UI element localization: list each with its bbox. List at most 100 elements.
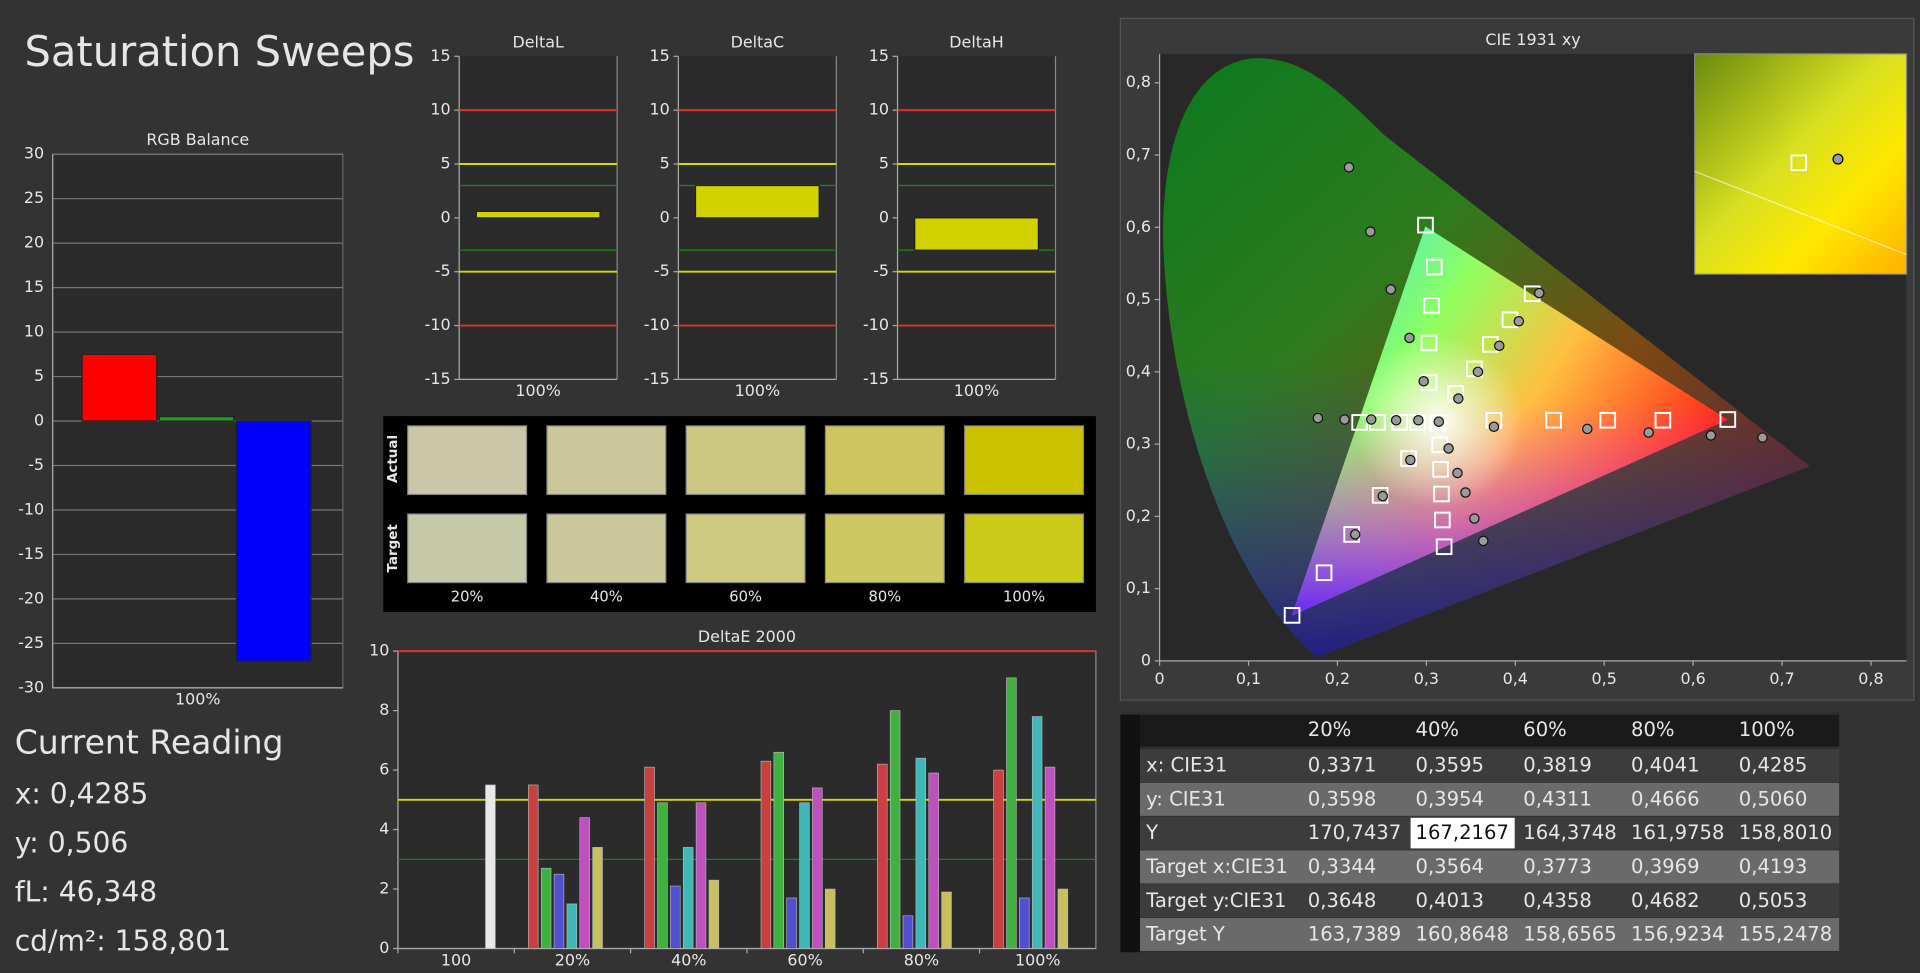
target-point xyxy=(1426,258,1443,276)
x-tick-label: 0,6 xyxy=(1680,669,1705,688)
bar xyxy=(528,784,539,949)
swatch-label: 80% xyxy=(868,588,901,605)
y-tick-label: 10 xyxy=(869,100,889,119)
table-header-bg xyxy=(1120,714,1840,747)
y-tick-label: 6 xyxy=(379,760,389,779)
swatch-label: 60% xyxy=(729,588,762,605)
chart-title: DeltaL xyxy=(513,32,564,51)
measured-point xyxy=(1312,412,1324,424)
target-point xyxy=(1417,216,1434,234)
table-cell: 170,7437 xyxy=(1308,821,1401,844)
y-tick-label: 5 xyxy=(660,154,670,173)
bar xyxy=(760,760,772,949)
bar xyxy=(682,847,694,949)
table-header: 80% xyxy=(1631,718,1675,741)
measured-point xyxy=(1339,414,1350,425)
table-cell: 0,3969 xyxy=(1631,855,1700,878)
table-cell: 0,4285 xyxy=(1739,754,1808,777)
target-point xyxy=(1432,461,1449,478)
table-cell: 0,4358 xyxy=(1523,889,1592,912)
y-tick-label: 0,7 xyxy=(1126,145,1151,164)
table-cell: 0,4682 xyxy=(1631,889,1700,912)
table-cell: 155,2478 xyxy=(1739,923,1832,946)
bar xyxy=(928,772,939,949)
x-tick-label: 80% xyxy=(904,950,939,969)
bar xyxy=(644,766,655,949)
measured-point xyxy=(1472,366,1484,378)
bar xyxy=(812,787,823,949)
y-tick-label: 0 xyxy=(879,207,889,226)
x-tick-label: 0,3 xyxy=(1414,669,1439,688)
selected-cell xyxy=(1410,817,1515,849)
table-header: 40% xyxy=(1416,718,1460,741)
bar xyxy=(1057,888,1069,949)
x-tick-label: 100% xyxy=(515,381,560,400)
bar xyxy=(695,802,707,949)
y-tick-label: 5 xyxy=(34,366,44,385)
bar xyxy=(825,888,836,949)
bar xyxy=(592,847,603,949)
measured-point xyxy=(1477,535,1489,547)
y-tick-label: 15 xyxy=(650,46,670,65)
measured-point xyxy=(1433,416,1445,427)
table-cell: 0,3564 xyxy=(1416,855,1485,878)
table-left-strip xyxy=(1120,714,1140,953)
bar xyxy=(1044,766,1056,949)
target-point xyxy=(1400,450,1417,467)
y-tick-label: -5 xyxy=(654,261,670,280)
table-header: 100% xyxy=(1739,718,1795,741)
table-cell: 0,3598 xyxy=(1308,787,1377,810)
measured-point xyxy=(1757,432,1768,443)
y-tick-label: 4 xyxy=(379,819,389,838)
measured-point xyxy=(1377,490,1389,502)
target-point xyxy=(1315,564,1333,582)
measured-point xyxy=(1418,375,1429,387)
actual-swatch xyxy=(685,425,806,496)
actual-swatch xyxy=(546,425,667,496)
measured-point xyxy=(1452,467,1463,479)
x-tick-label: 100% xyxy=(954,381,999,400)
table-cell: 164,3748 xyxy=(1523,821,1616,844)
y-tick-label: 8 xyxy=(379,700,389,719)
y-tick-label: 0,3 xyxy=(1126,434,1151,453)
y-tick-label: 0 xyxy=(34,411,44,430)
y-tick-label: -25 xyxy=(18,633,44,652)
table-cell: Target x:CIE31 xyxy=(1145,855,1288,878)
table-cell: 0,4193 xyxy=(1739,855,1808,878)
bar xyxy=(475,210,601,219)
y-tick-label: -15 xyxy=(644,369,670,388)
page-title: Saturation Sweeps xyxy=(24,27,414,76)
y-tick-label: -10 xyxy=(18,499,44,518)
table-header: 60% xyxy=(1523,718,1567,741)
bar xyxy=(158,415,235,422)
y-tick-label: 10 xyxy=(24,322,44,341)
table-row-bg xyxy=(1140,749,1840,783)
table-header: 20% xyxy=(1308,718,1352,741)
target-swatch xyxy=(407,513,528,584)
target-swatch xyxy=(824,513,945,584)
y-tick-label: -5 xyxy=(435,261,451,280)
measured-point xyxy=(1513,315,1525,327)
measured-point xyxy=(1488,421,1500,433)
target-swatch xyxy=(964,513,1085,584)
swatch-label: 40% xyxy=(590,588,623,605)
swatch-row-label: Actual xyxy=(386,435,401,483)
y-tick-label: 5 xyxy=(440,154,450,173)
measured-point xyxy=(1460,487,1471,498)
y-tick-label: -10 xyxy=(863,315,889,334)
y-tick-label: 30 xyxy=(24,144,44,163)
table-cell: 0,3371 xyxy=(1308,754,1377,777)
bar xyxy=(694,184,820,219)
measured-point xyxy=(1365,414,1377,425)
bar xyxy=(235,420,312,662)
y-tick-label: 0,4 xyxy=(1126,361,1151,380)
table-row-bg xyxy=(1140,782,1840,816)
table-cell: 0,3954 xyxy=(1416,787,1485,810)
y-tick-label: 10 xyxy=(430,100,450,119)
bar xyxy=(553,873,565,949)
table-cell: Target y:CIE31 xyxy=(1145,889,1286,912)
table-row-bg xyxy=(1140,850,1840,884)
measured-point xyxy=(1582,423,1593,435)
y-tick-label: -15 xyxy=(18,544,44,563)
